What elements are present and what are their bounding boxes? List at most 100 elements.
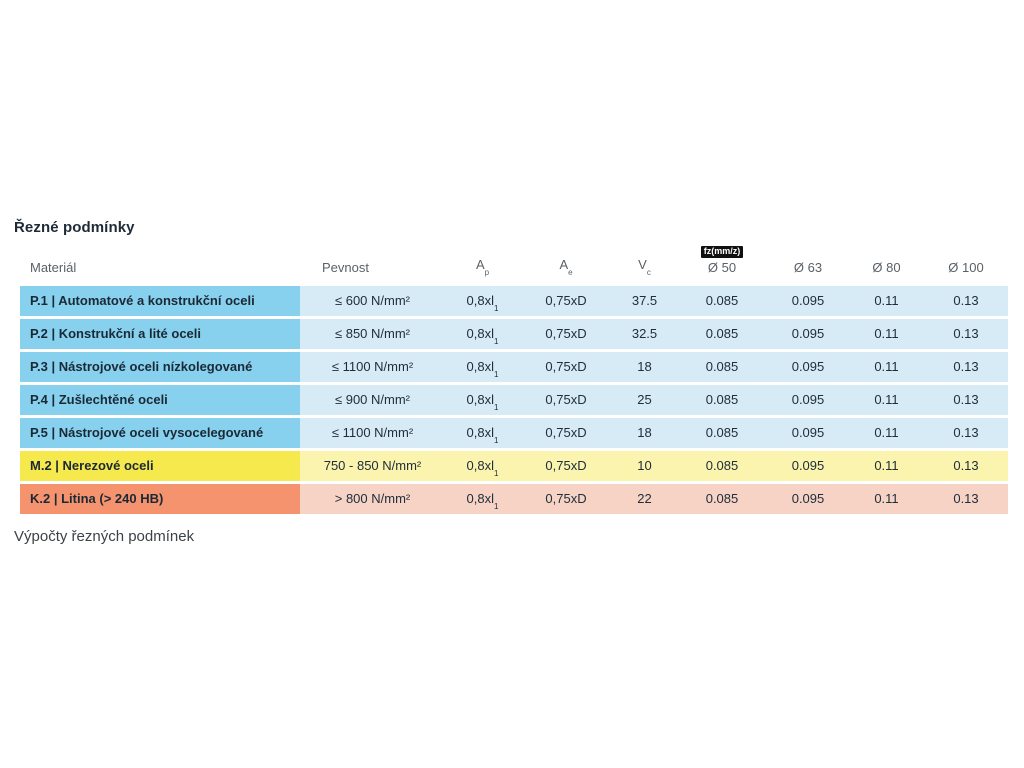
pevnost-cell: > 800 N/mm²	[300, 484, 445, 514]
fz-d63-cell: 0.095	[767, 385, 849, 415]
fz-d50-cell: 0.085	[677, 451, 767, 481]
ap-value: 0,8xl	[466, 359, 494, 374]
header-d80: Ø 80	[872, 260, 901, 275]
ap-sub: 1	[494, 501, 499, 511]
fz-d50-cell: 0.085	[677, 319, 767, 349]
header-d63: Ø 63	[793, 260, 823, 275]
fz-d50-cell: 0.085	[677, 352, 767, 382]
fz-d80-cell: 0.11	[849, 319, 924, 349]
ae-cell: 0,75xD	[520, 418, 612, 448]
header-ap: Ap	[445, 257, 520, 283]
ap-cell: 0,8xl1	[445, 418, 520, 448]
ap-value: 0,8xl	[466, 458, 494, 473]
header-vc-sub: c	[646, 268, 651, 277]
fz-d63-cell: 0.095	[767, 451, 849, 481]
ap-value: 0,8xl	[466, 293, 494, 308]
fz-d80-cell: 0.11	[849, 484, 924, 514]
fz-d100-cell: 0.13	[924, 352, 1008, 382]
ap-value: 0,8xl	[466, 326, 494, 341]
fz-unit-badge: fz(mm/z)	[700, 246, 744, 258]
pevnost-cell: ≤ 600 N/mm²	[300, 286, 445, 316]
ap-sub: 1	[494, 369, 499, 379]
fz-d50-cell: 0.085	[677, 484, 767, 514]
fz-d80-cell: 0.11	[849, 451, 924, 481]
vc-cell: 25	[612, 385, 677, 415]
ap-cell: 0,8xl1	[445, 352, 520, 382]
fz-d80-cell: 0.11	[849, 286, 924, 316]
material-cell: P.2 | Konstrukční a lité oceli	[20, 319, 300, 349]
header-ae-sub: e	[568, 268, 573, 277]
fz-d50-cell: 0.085	[677, 286, 767, 316]
vc-cell: 18	[612, 418, 677, 448]
ae-cell: 0,75xD	[520, 385, 612, 415]
ae-cell: 0,75xD	[520, 484, 612, 514]
fz-d100-cell: 0.13	[924, 286, 1008, 316]
vc-cell: 32.5	[612, 319, 677, 349]
material-cell: P.5 | Nástrojové oceli vysocelegované	[20, 418, 300, 448]
vc-cell: 10	[612, 451, 677, 481]
fz-d63-cell: 0.095	[767, 418, 849, 448]
fz-d80-cell: 0.11	[849, 385, 924, 415]
pevnost-cell: ≤ 1100 N/mm²	[300, 352, 445, 382]
header-ap-sub: p	[484, 268, 490, 277]
ap-cell: 0,8xl1	[445, 484, 520, 514]
header-ap-base: A	[475, 257, 485, 273]
ap-sub: 1	[494, 303, 499, 313]
ap-cell: 0,8xl1	[445, 451, 520, 481]
material-cell: K.2 | Litina (> 240 HB)	[20, 484, 300, 514]
fz-d50-cell: 0.085	[677, 418, 767, 448]
material-cell: P.1 | Automatové a konstrukční oceli	[20, 286, 300, 316]
vc-cell: 18	[612, 352, 677, 382]
fz-d80-cell: 0.11	[849, 352, 924, 382]
ae-cell: 0,75xD	[520, 286, 612, 316]
pevnost-cell: ≤ 850 N/mm²	[300, 319, 445, 349]
cutting-conditions-table: Materiál Pevnost Ap Ae Vc fz(mm/z) Ø 50 …	[20, 244, 1008, 514]
header-vc-base: V	[638, 257, 647, 273]
table-row-p4: P.4 | Zušlechtěné oceli ≤ 900 N/mm² 0,8x…	[20, 385, 1008, 415]
ae-cell: 0,75xD	[520, 451, 612, 481]
vc-cell: 22	[612, 484, 677, 514]
fz-d100-cell: 0.13	[924, 319, 1008, 349]
fz-d50-cell: 0.085	[677, 385, 767, 415]
ae-cell: 0,75xD	[520, 319, 612, 349]
section-heading-calculations: Výpočty řezných podmínek	[14, 528, 195, 545]
fz-d80-cell: 0.11	[849, 418, 924, 448]
vc-cell: 37.5	[612, 286, 677, 316]
material-cell: P.3 | Nástrojové oceli nízkolegované	[20, 352, 300, 382]
fz-d63-cell: 0.095	[767, 319, 849, 349]
table-row-p1: P.1 | Automatové a konstrukční oceli ≤ 6…	[20, 286, 1008, 316]
fz-d63-cell: 0.095	[767, 352, 849, 382]
ap-cell: 0,8xl1	[445, 319, 520, 349]
ap-sub: 1	[494, 336, 499, 346]
ap-value: 0,8xl	[466, 425, 494, 440]
header-material: Materiál	[30, 260, 77, 275]
fz-d100-cell: 0.13	[924, 385, 1008, 415]
header-pevnost: Pevnost	[322, 260, 369, 275]
header-d100: Ø 100	[948, 260, 984, 275]
header-ae: Ae	[520, 257, 612, 283]
pevnost-cell: ≤ 1100 N/mm²	[300, 418, 445, 448]
ap-sub: 1	[494, 435, 499, 445]
ap-value: 0,8xl	[466, 491, 494, 506]
pevnost-cell: 750 - 850 N/mm²	[300, 451, 445, 481]
table-row-m2: M.2 | Nerezové oceli 750 - 850 N/mm² 0,8…	[20, 451, 1008, 481]
table-header-row: Materiál Pevnost Ap Ae Vc fz(mm/z) Ø 50 …	[20, 244, 1008, 283]
fz-d100-cell: 0.13	[924, 451, 1008, 481]
ap-sub: 1	[494, 468, 499, 478]
header-d50: fz(mm/z) Ø 50	[677, 246, 767, 283]
fz-d100-cell: 0.13	[924, 418, 1008, 448]
material-cell: P.4 | Zušlechtěné oceli	[20, 385, 300, 415]
table-row-p3: P.3 | Nástrojové oceli nízkolegované ≤ 1…	[20, 352, 1008, 382]
ap-sub: 1	[494, 402, 499, 412]
fz-d63-cell: 0.095	[767, 286, 849, 316]
header-ae-base: A	[559, 257, 569, 273]
ap-value: 0,8xl	[466, 392, 494, 407]
ap-cell: 0,8xl1	[445, 385, 520, 415]
table-row-p2: P.2 | Konstrukční a lité oceli ≤ 850 N/m…	[20, 319, 1008, 349]
header-d50-label: Ø 50	[707, 260, 737, 275]
ap-cell: 0,8xl1	[445, 286, 520, 316]
material-cell: M.2 | Nerezové oceli	[20, 451, 300, 481]
table-row-p5: P.5 | Nástrojové oceli vysocelegované ≤ …	[20, 418, 1008, 448]
header-vc: Vc	[612, 257, 677, 283]
